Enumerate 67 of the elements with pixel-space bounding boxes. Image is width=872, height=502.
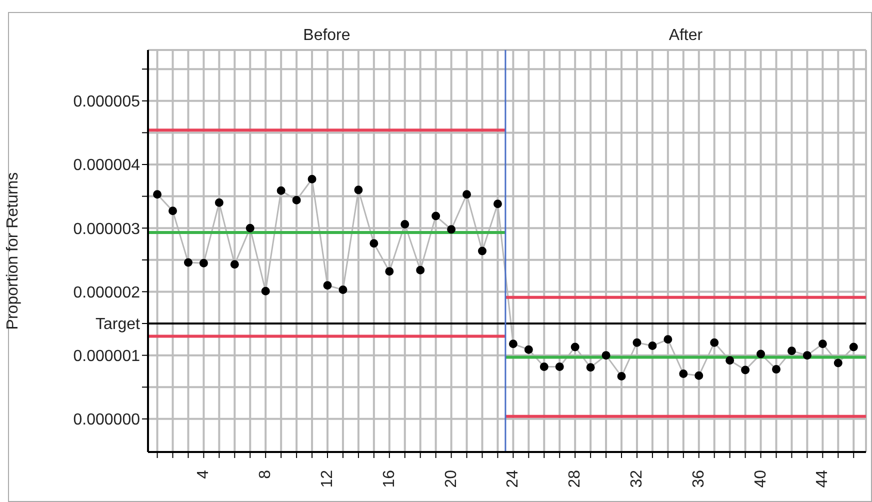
point: [276, 186, 286, 195]
text: Before: [303, 27, 350, 44]
ref-line-label: Target: [96, 316, 141, 334]
point: [726, 356, 734, 365]
point: [602, 351, 610, 360]
point: [664, 335, 672, 344]
y-tick-label: 0.000001: [73, 348, 140, 365]
point: [679, 370, 688, 378]
point: [570, 342, 580, 352]
point: [230, 260, 239, 269]
point: [400, 220, 410, 229]
point: [184, 258, 192, 267]
point: [493, 200, 502, 208]
point: [694, 371, 704, 380]
point: [447, 225, 456, 234]
point: [787, 346, 796, 356]
point: [802, 351, 812, 360]
point: [462, 190, 472, 199]
point: [168, 206, 178, 216]
point: [478, 246, 486, 256]
y-axis-title: Proportion for Returns: [4, 172, 22, 330]
x-tick-label: 20: [442, 470, 460, 488]
x-tick-label: 28: [566, 470, 584, 488]
y-tick-label: 0.000002: [73, 284, 140, 302]
point: [508, 340, 518, 348]
x-tick-label: 44: [814, 470, 832, 488]
text: After: [668, 27, 704, 44]
point: [772, 365, 780, 374]
x-tick-label: 24: [504, 470, 522, 488]
x-tick-label: 16: [380, 470, 398, 488]
point: [818, 340, 827, 348]
point: [540, 362, 548, 372]
point: [153, 190, 162, 199]
y-tick-label: 0.000000: [73, 412, 140, 429]
point: [214, 198, 224, 207]
point: [849, 342, 858, 352]
point: [834, 358, 842, 368]
point: [199, 258, 208, 268]
x-tick-label: 12: [319, 470, 336, 488]
point: [632, 338, 642, 347]
x-tick-label: 8: [257, 470, 274, 479]
point: [710, 338, 719, 347]
point: [385, 267, 394, 276]
point: [261, 286, 270, 296]
point: [648, 342, 657, 350]
point: [416, 266, 425, 274]
y-tick-label: 0.000003: [73, 220, 140, 238]
point: [246, 224, 254, 232]
y-tick-label: 0.000005: [73, 94, 140, 111]
point: [323, 281, 332, 290]
point: [756, 350, 766, 358]
y-tick-label: 0.000004: [73, 157, 140, 174]
point: [617, 372, 626, 381]
x-tick-label: 36: [690, 470, 708, 488]
point: [354, 186, 363, 194]
x-tick-label: 40: [752, 470, 770, 488]
point: [524, 345, 533, 354]
point: [432, 212, 440, 220]
x-tick-label: 4: [195, 470, 212, 479]
point: [741, 366, 750, 374]
point: [370, 239, 378, 248]
point: [586, 363, 595, 372]
point: [292, 196, 301, 204]
point: [308, 174, 316, 184]
point: [338, 286, 348, 294]
point: [555, 362, 564, 372]
x-tick-label: 32: [628, 470, 646, 488]
